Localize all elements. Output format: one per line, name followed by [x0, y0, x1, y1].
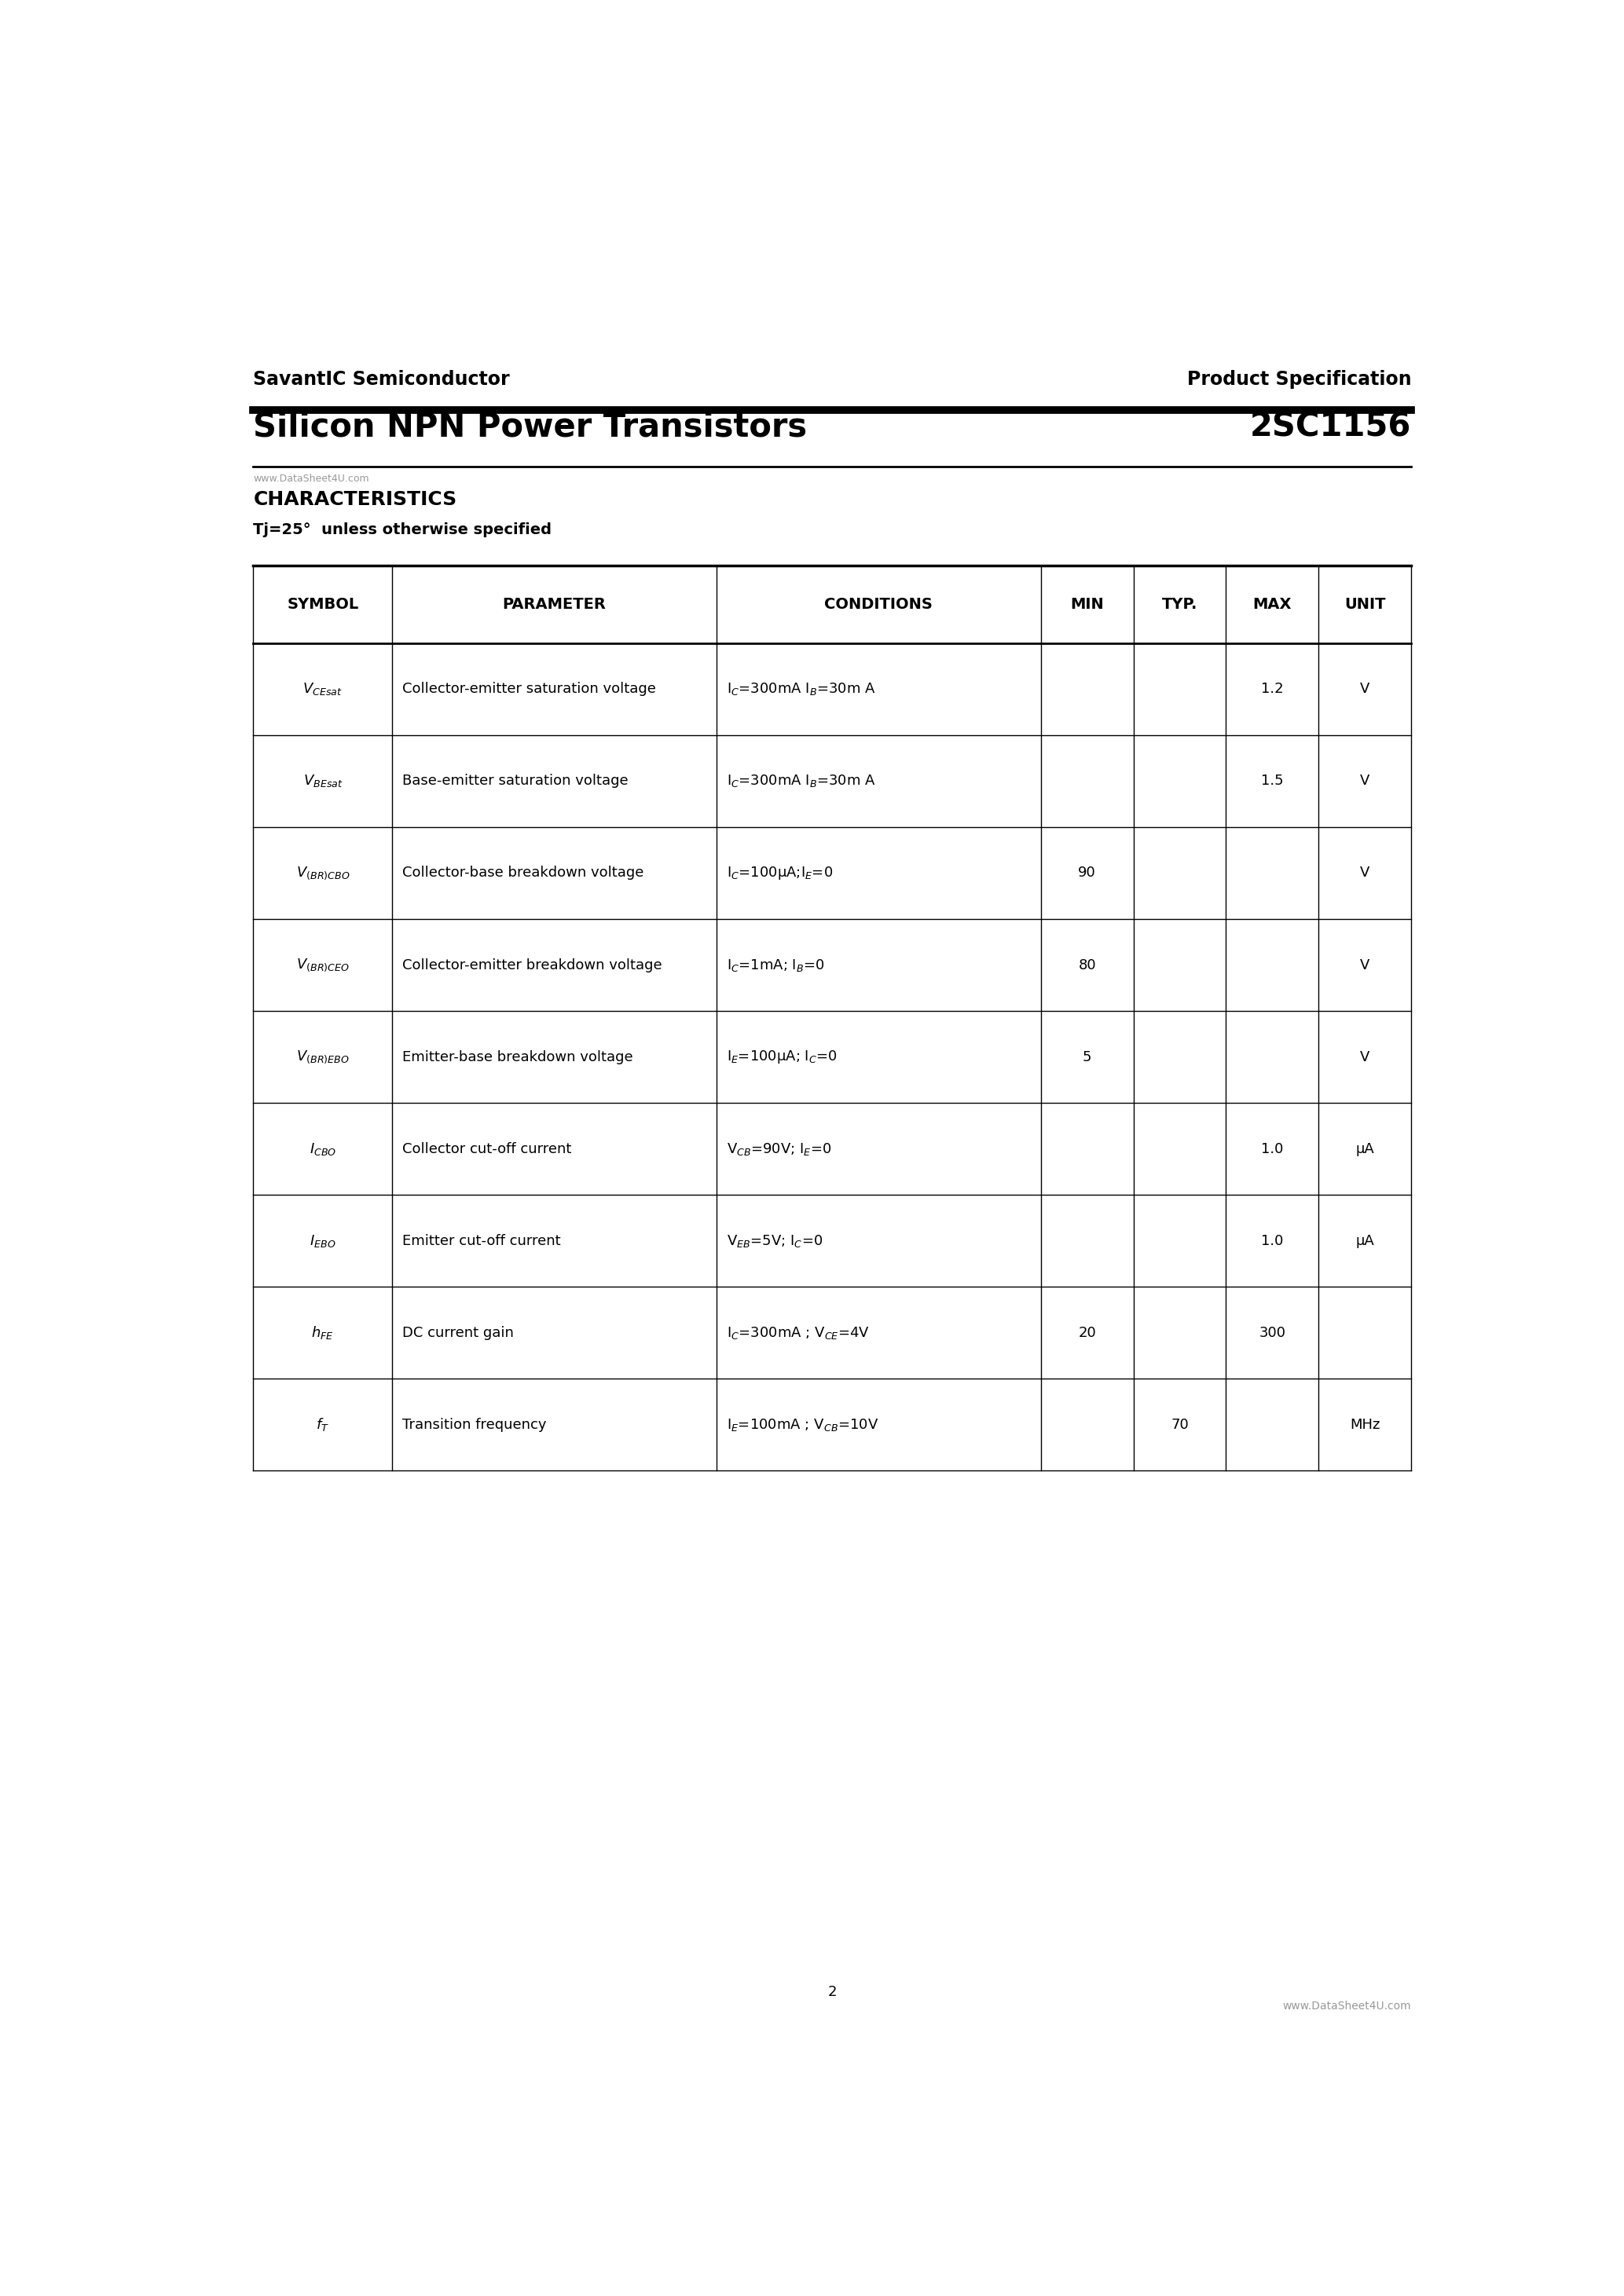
Text: V: V: [1359, 866, 1369, 879]
Text: 2: 2: [828, 1986, 836, 2000]
Text: 5: 5: [1083, 1049, 1091, 1063]
Text: CHARACTERISTICS: CHARACTERISTICS: [253, 489, 456, 510]
Text: Product Specification: Product Specification: [1187, 370, 1411, 388]
Text: Collector-base breakdown voltage: Collector-base breakdown voltage: [403, 866, 643, 879]
Text: V$_{(BR)EBO}$: V$_{(BR)EBO}$: [296, 1049, 349, 1065]
Text: 80: 80: [1078, 957, 1096, 971]
Text: 1.5: 1.5: [1262, 774, 1283, 788]
Text: V$_{BEsat}$: V$_{BEsat}$: [304, 774, 343, 790]
Text: SavantIC Semiconductor: SavantIC Semiconductor: [253, 370, 510, 388]
Text: I$_C$=100μA;I$_E$=0: I$_C$=100μA;I$_E$=0: [726, 866, 833, 882]
Text: 20: 20: [1078, 1325, 1096, 1341]
Text: V$_{(BR)CBO}$: V$_{(BR)CBO}$: [296, 866, 349, 882]
Text: I$_{EBO}$: I$_{EBO}$: [310, 1233, 336, 1249]
Text: Emitter-base breakdown voltage: Emitter-base breakdown voltage: [403, 1049, 633, 1063]
Text: 90: 90: [1078, 866, 1096, 879]
Text: μA: μA: [1356, 1141, 1374, 1155]
Text: I$_C$=300mA I$_B$=30m A: I$_C$=300mA I$_B$=30m A: [726, 682, 875, 698]
Text: Base-emitter saturation voltage: Base-emitter saturation voltage: [403, 774, 628, 788]
Text: 1.0: 1.0: [1262, 1233, 1283, 1247]
Text: www.DataSheet4U.com: www.DataSheet4U.com: [253, 473, 369, 484]
Text: DC current gain: DC current gain: [403, 1325, 513, 1341]
Text: Tj=25°  unless otherwise specified: Tj=25° unless otherwise specified: [253, 521, 552, 537]
Text: V: V: [1359, 682, 1369, 696]
Text: Silicon NPN Power Transistors: Silicon NPN Power Transistors: [253, 411, 807, 443]
Text: V: V: [1359, 957, 1369, 971]
Text: MIN: MIN: [1070, 597, 1104, 611]
Text: Collector-emitter breakdown voltage: Collector-emitter breakdown voltage: [403, 957, 663, 971]
Text: PARAMETER: PARAMETER: [502, 597, 606, 611]
Text: www.DataSheet4U.com: www.DataSheet4U.com: [1283, 2000, 1411, 2011]
Text: V$_{CEsat}$: V$_{CEsat}$: [302, 682, 343, 698]
Text: 1.0: 1.0: [1262, 1141, 1283, 1155]
Text: V: V: [1359, 1049, 1369, 1063]
Text: 70: 70: [1171, 1417, 1189, 1433]
Text: MHz: MHz: [1350, 1417, 1380, 1433]
Text: I$_{CBO}$: I$_{CBO}$: [309, 1141, 336, 1157]
Text: MAX: MAX: [1252, 597, 1291, 611]
Text: V: V: [1359, 774, 1369, 788]
Text: UNIT: UNIT: [1345, 597, 1385, 611]
Text: I$_C$=300mA I$_B$=30m A: I$_C$=300mA I$_B$=30m A: [726, 774, 875, 790]
Text: CONDITIONS: CONDITIONS: [825, 597, 932, 611]
Text: 1.2: 1.2: [1262, 682, 1283, 696]
Text: 2SC1156: 2SC1156: [1250, 411, 1411, 443]
Text: 300: 300: [1259, 1325, 1286, 1341]
Text: V$_{EB}$=5V; I$_C$=0: V$_{EB}$=5V; I$_C$=0: [726, 1233, 823, 1249]
Text: SYMBOL: SYMBOL: [287, 597, 359, 611]
Text: Emitter cut-off current: Emitter cut-off current: [403, 1233, 560, 1247]
Text: f$_T$: f$_T$: [317, 1417, 330, 1433]
Text: V$_{CB}$=90V; I$_E$=0: V$_{CB}$=90V; I$_E$=0: [726, 1141, 831, 1157]
Text: μA: μA: [1356, 1233, 1374, 1247]
Text: TYP.: TYP.: [1161, 597, 1197, 611]
Text: I$_C$=1mA; I$_B$=0: I$_C$=1mA; I$_B$=0: [726, 957, 825, 974]
Text: Transition frequency: Transition frequency: [403, 1417, 547, 1433]
Text: Collector cut-off current: Collector cut-off current: [403, 1141, 572, 1155]
Text: h$_{FE}$: h$_{FE}$: [312, 1325, 335, 1341]
Text: Collector-emitter saturation voltage: Collector-emitter saturation voltage: [403, 682, 656, 696]
Text: I$_C$=300mA ; V$_{CE}$=4V: I$_C$=300mA ; V$_{CE}$=4V: [726, 1325, 869, 1341]
Text: I$_E$=100mA ; V$_{CB}$=10V: I$_E$=100mA ; V$_{CB}$=10V: [726, 1417, 879, 1433]
Text: V$_{(BR)CEO}$: V$_{(BR)CEO}$: [296, 957, 349, 974]
Text: I$_E$=100μA; I$_C$=0: I$_E$=100μA; I$_C$=0: [726, 1049, 838, 1065]
